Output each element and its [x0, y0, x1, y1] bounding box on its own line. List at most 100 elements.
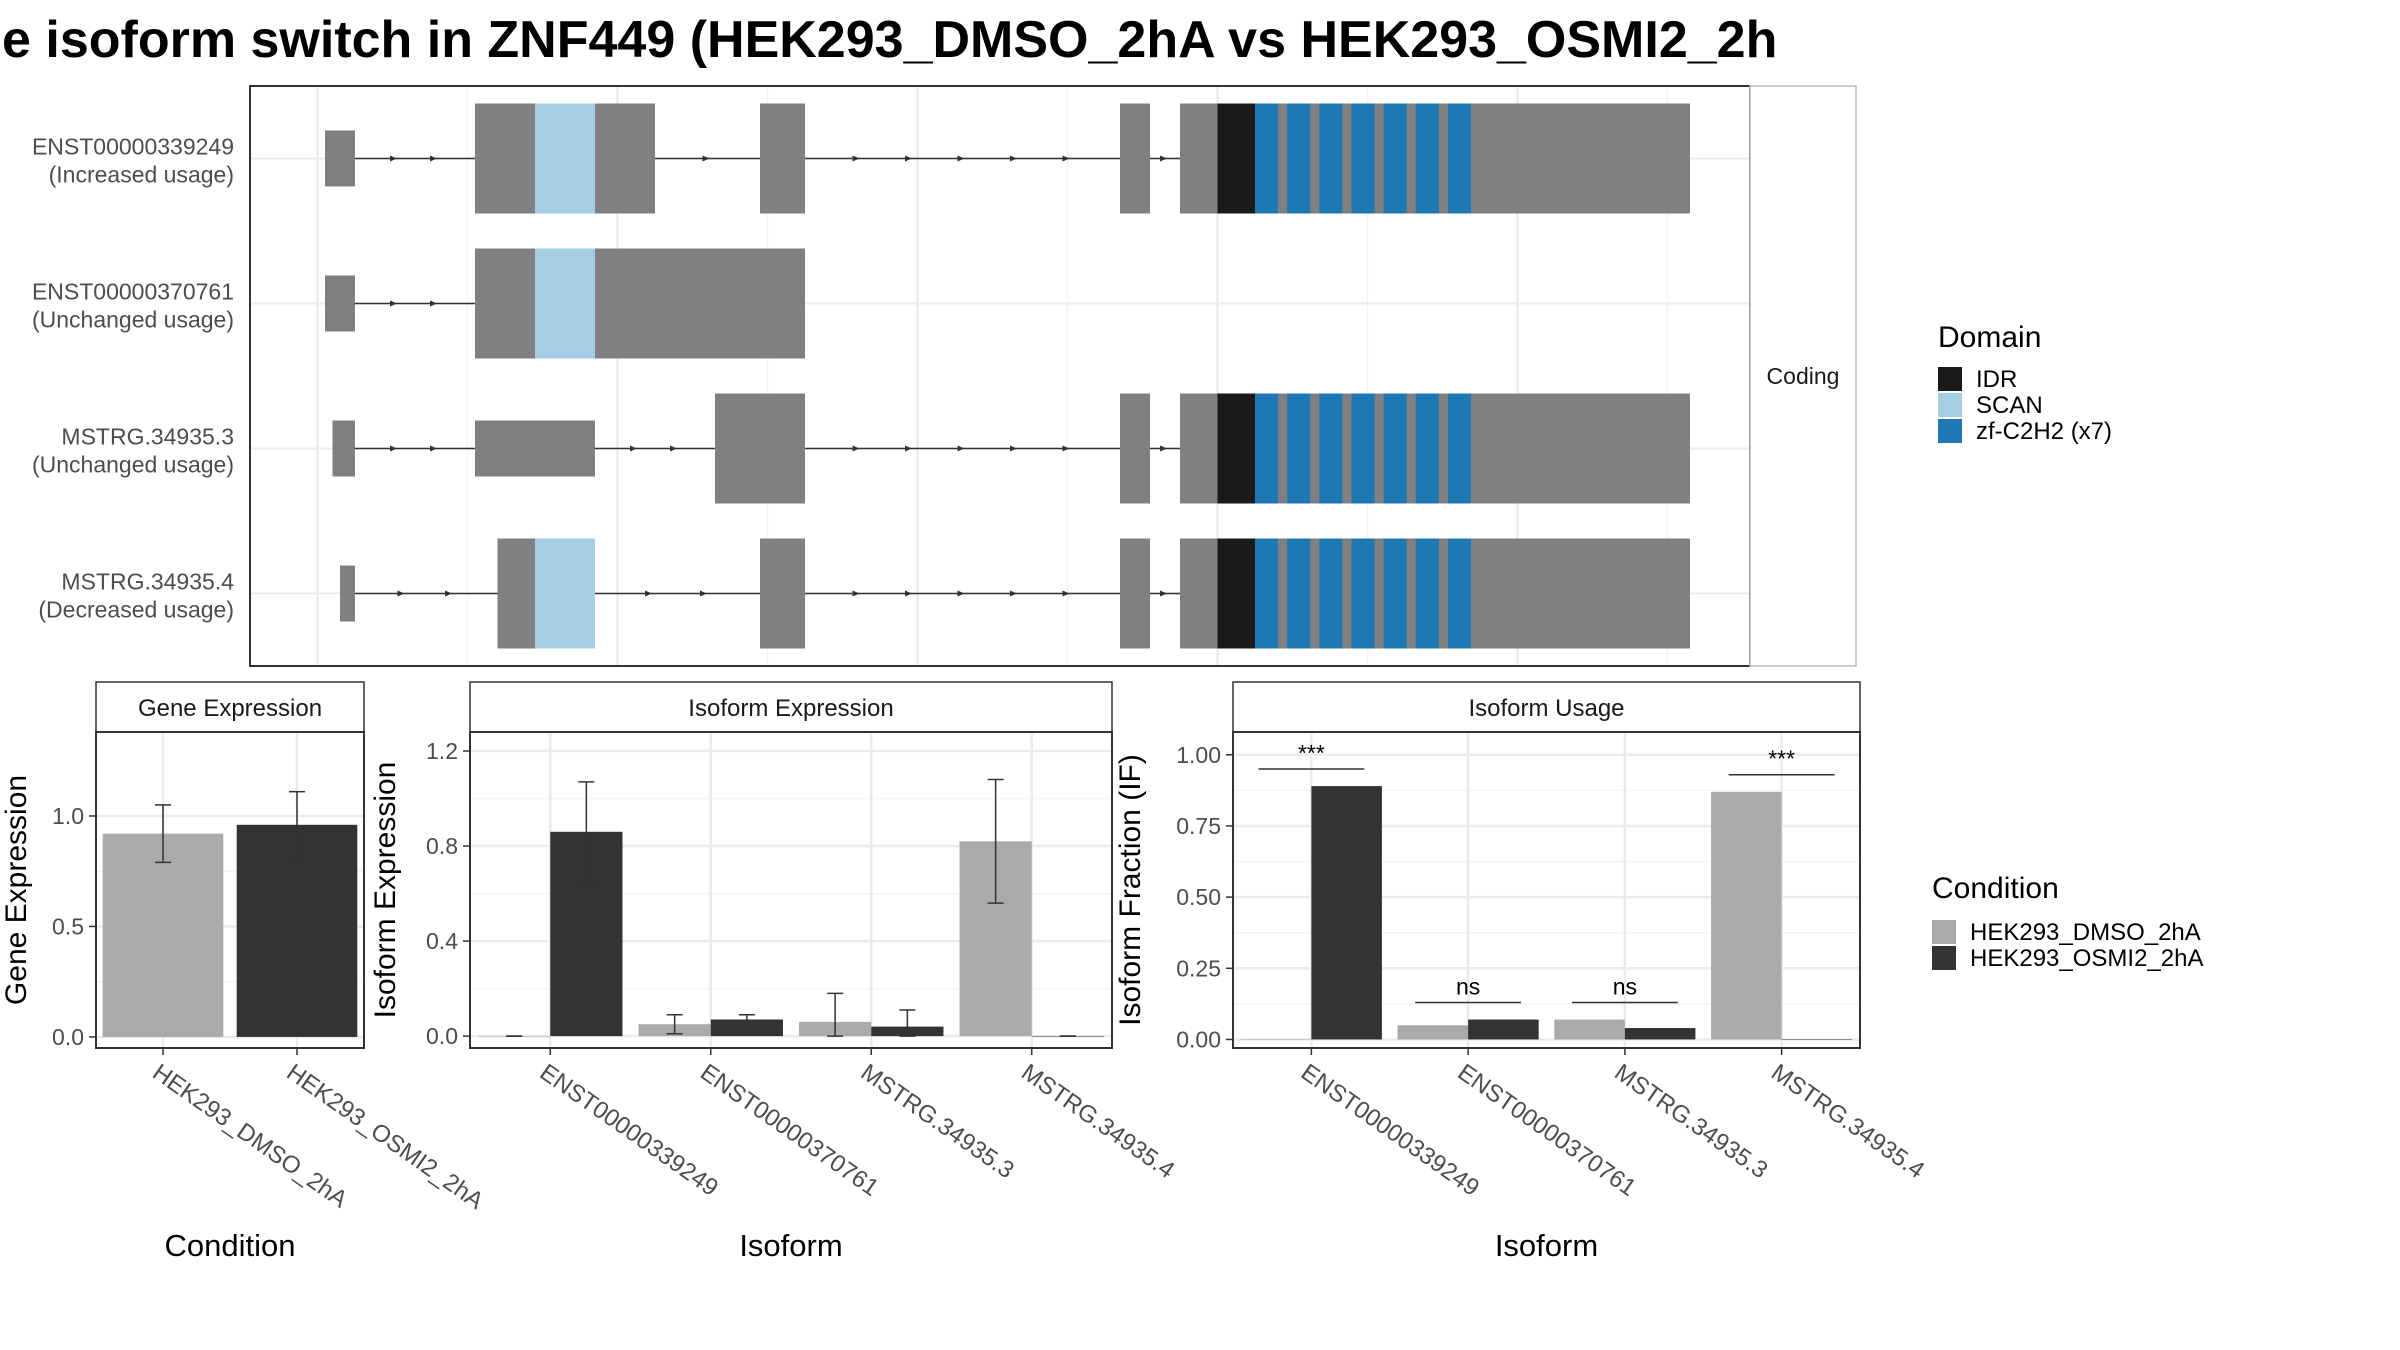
y-tick-label: 0.5: [52, 913, 84, 939]
y-tick-label: 1.0: [52, 803, 84, 829]
chart-title: Isoform Expression: [688, 695, 893, 722]
zf-c2h2-domain: [1287, 393, 1311, 504]
bar: [1624, 1028, 1696, 1040]
y-axis-title: Isoform Expression: [369, 762, 402, 1019]
idr-domain: [1217, 393, 1255, 504]
noncoding-exon: [325, 130, 355, 187]
zf-c2h2-domain: [1415, 103, 1439, 214]
intron-direction-arrow: [1062, 155, 1070, 162]
intron-direction-arrow: [430, 445, 437, 452]
zf-c2h2-domain: [1255, 538, 1279, 649]
significance-label: ns: [1456, 973, 1480, 999]
domain-legend-title: Domain: [1938, 321, 2041, 354]
coding-exon: [475, 248, 805, 359]
zf-c2h2-domain: [1255, 103, 1279, 214]
zf-c2h2-domain: [1351, 103, 1375, 214]
bar: [1240, 1039, 1312, 1040]
y-tick-label: 0.4: [426, 928, 458, 954]
condition-legend-title: Condition: [1932, 872, 2059, 905]
y-axis-title: Gene Expression: [0, 775, 33, 1005]
coding-exon: [1120, 393, 1150, 504]
x-axis-title: Condition: [165, 1228, 296, 1263]
intron-direction-arrow: [1160, 445, 1167, 452]
zf-c2h2-domain: [1351, 538, 1375, 649]
intron-direction-arrow: [670, 445, 677, 452]
zf-c2h2-domain: [1447, 538, 1471, 649]
intron-direction-arrow: [905, 445, 912, 452]
intron-direction-arrow: [1160, 590, 1167, 597]
zf-c2h2-domain: [1383, 393, 1407, 504]
bar: [710, 1019, 783, 1037]
condition-legend-swatch: [1932, 946, 1956, 970]
condition-legend-label: HEK293_OSMI2_2hA: [1970, 945, 2203, 972]
zf-c2h2-domain: [1415, 538, 1439, 649]
chart-panel-border: [1232, 731, 1861, 1049]
intron-direction-arrow: [630, 445, 637, 452]
chart-strip: [469, 681, 1113, 733]
intron-direction-arrow: [1062, 590, 1070, 597]
intron-direction-arrow: [957, 155, 965, 162]
chart-strip: [1232, 681, 1861, 733]
intron-direction-arrow: [905, 590, 912, 597]
bar: [1711, 791, 1782, 1040]
zf-c2h2-domain: [1447, 103, 1471, 214]
domain-legend-label: zf-C2H2 (x7): [1976, 418, 2112, 445]
noncoding-exon: [325, 275, 355, 332]
figure-title: e isoform switch in ZNF449 (HEK293_DMSO_…: [2, 11, 1777, 69]
facet-strip-label: Coding: [1767, 363, 1840, 389]
zf-c2h2-domain: [1351, 393, 1375, 504]
bar: [1554, 1019, 1625, 1040]
scan-domain: [535, 103, 595, 214]
coding-exon: [760, 538, 805, 649]
scan-domain: [535, 248, 595, 359]
zf-c2h2-domain: [1287, 103, 1311, 214]
idr-domain: [1217, 538, 1255, 649]
zf-c2h2-domain: [1383, 103, 1407, 214]
y-tick-label: 0.50: [1176, 884, 1221, 910]
y-tick-label: 0.00: [1176, 1026, 1221, 1052]
intron-direction-arrow: [905, 155, 912, 162]
intron-direction-arrow: [1010, 590, 1017, 597]
bar: [1397, 1025, 1469, 1040]
intron-direction-arrow: [430, 300, 437, 307]
scan-domain: [535, 538, 595, 649]
bar: [102, 833, 224, 1037]
domain-legend-label: SCAN: [1976, 392, 2043, 419]
transcript-usage-label: (Increased usage): [49, 162, 234, 188]
facet-strip: [1749, 85, 1857, 667]
transcript-structure-panel: ENST00000339249(Increased usage) ENST0000…: [32, 85, 1857, 667]
coding-exon: [1120, 538, 1150, 649]
intron-direction-arrow: [957, 445, 965, 452]
intron-direction-arrow: [397, 590, 405, 597]
transcript-usage-label: (Decreased usage): [38, 597, 234, 623]
bar: [1468, 1019, 1539, 1040]
intron-direction-arrow: [1160, 155, 1167, 162]
significance-label: ***: [1768, 746, 1795, 772]
intron-direction-arrow: [1010, 155, 1017, 162]
bar: [1311, 786, 1382, 1040]
noncoding-exon: [340, 565, 355, 622]
domain-legend-label: IDR: [1976, 366, 2017, 393]
chart-title: Isoform Usage: [1468, 695, 1624, 722]
y-axis-title: Isoform Fraction (IF): [1114, 754, 1147, 1026]
domain-legend-swatch: [1938, 419, 1962, 443]
intron-direction-arrow: [852, 445, 860, 452]
intron-direction-arrow: [852, 155, 860, 162]
intron-direction-arrow: [390, 445, 397, 452]
intron-direction-arrow: [390, 155, 397, 162]
significance-label: ***: [1298, 740, 1325, 766]
zf-c2h2-domain: [1319, 393, 1343, 504]
noncoding-exon: [332, 420, 355, 477]
condition-legend-swatch: [1932, 920, 1956, 944]
intron-direction-arrow: [700, 590, 707, 597]
y-tick-label: 1.2: [426, 738, 458, 764]
x-axis-title: Isoform: [739, 1228, 842, 1263]
zf-c2h2-domain: [1319, 103, 1343, 214]
coding-exon: [1120, 103, 1150, 214]
y-tick-label: 0.0: [426, 1023, 458, 1049]
intron-direction-arrow: [702, 155, 710, 162]
transcript-name-label: ENST00000370761: [32, 279, 234, 305]
chart-panel-border: [95, 731, 365, 1049]
